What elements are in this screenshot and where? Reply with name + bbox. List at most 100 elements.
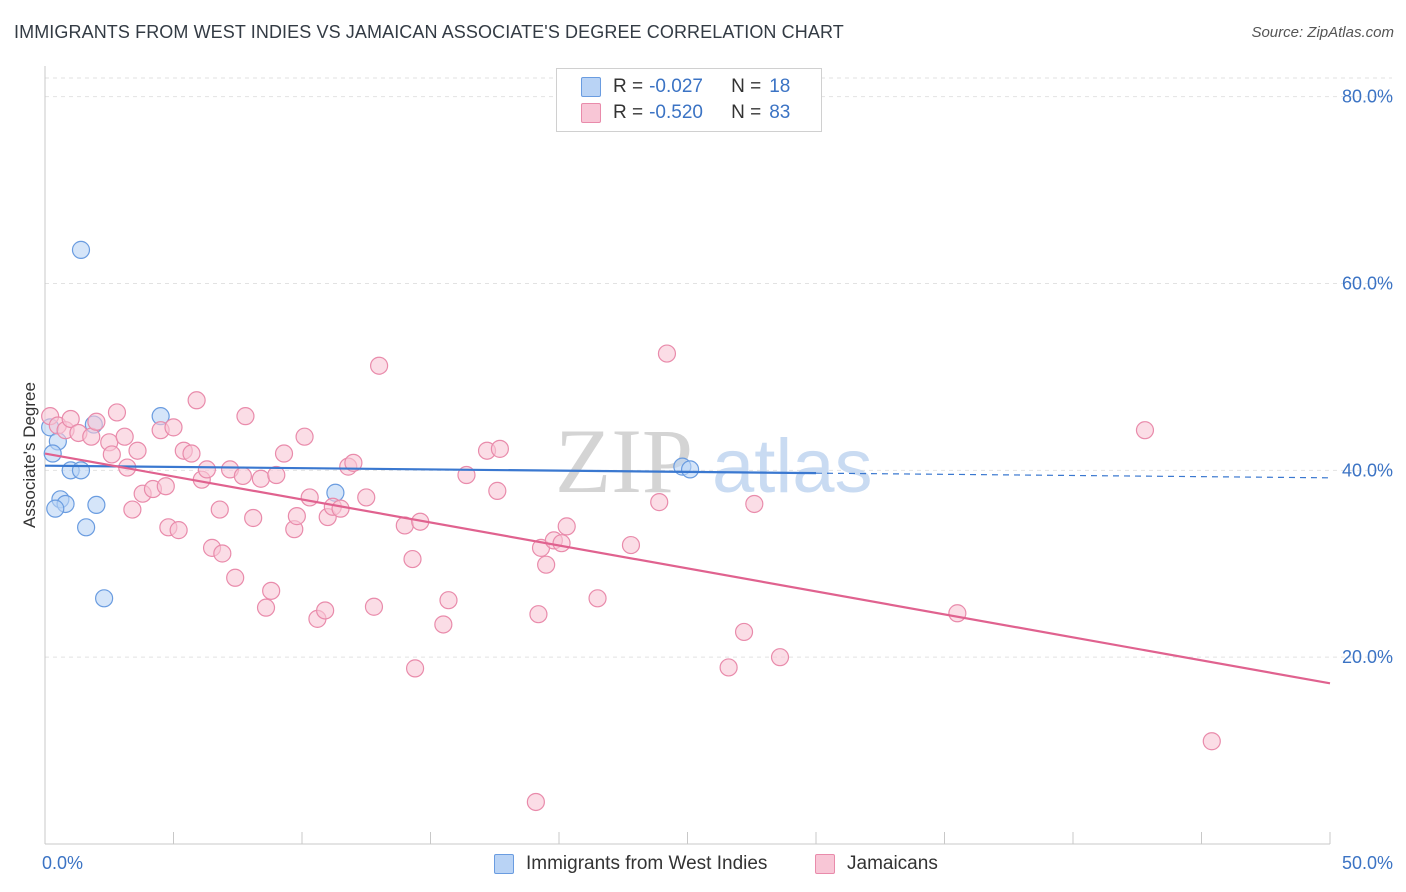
jamaicans-point xyxy=(745,494,764,514)
jamaicans-point xyxy=(364,597,384,616)
jamaicans-point xyxy=(295,427,314,446)
west-indies-point xyxy=(680,460,700,479)
jamaicans-point xyxy=(287,507,306,526)
jamaicans-point xyxy=(107,403,127,422)
y-tick-label: 60.0% xyxy=(1342,274,1393,294)
legend-r-value: -0.027 xyxy=(649,76,703,97)
legend-r-label: R = xyxy=(613,102,644,123)
west-indies-point xyxy=(95,589,114,608)
west-indies-point xyxy=(46,499,65,518)
jamaicans-point xyxy=(588,589,607,608)
legend-n-value: 18 xyxy=(769,76,791,97)
bottom-legend-west-indies: Immigrants from West Indies xyxy=(494,852,767,876)
jamaicans-point xyxy=(650,493,669,512)
points-layer xyxy=(41,240,1221,812)
jamaicans-point xyxy=(657,344,677,363)
jamaicans-point xyxy=(262,581,281,600)
legend-row-jamaicans: R = -0.520 N = 83 xyxy=(581,101,790,125)
jamaicans-point xyxy=(197,460,217,479)
grid-layer xyxy=(45,77,1392,658)
west-indies-trend-line xyxy=(44,464,817,475)
jamaicans-point xyxy=(1202,732,1221,751)
west-indies-trend-extension xyxy=(815,472,1331,479)
jamaicans-point xyxy=(164,418,183,437)
jamaicans-point xyxy=(439,591,458,610)
jamaicans-point xyxy=(770,648,790,667)
legend-swatch-blue xyxy=(581,77,601,97)
jamaicans-point xyxy=(210,500,229,519)
jamaicans-point xyxy=(233,466,252,486)
jamaicans-trend-line xyxy=(44,452,1331,685)
jamaicans-point xyxy=(537,555,556,574)
jamaicans-point xyxy=(403,549,422,569)
legend-n-label: N = xyxy=(731,102,762,123)
jamaicans-point xyxy=(187,391,206,410)
west-indies-point xyxy=(77,518,96,537)
jamaicans-point xyxy=(128,441,147,460)
jamaicans-point xyxy=(621,535,641,555)
legend-swatch-pink xyxy=(581,103,601,123)
jamaicans-point xyxy=(357,488,376,507)
jamaicans-point xyxy=(213,544,232,563)
jamaicans-point xyxy=(87,412,106,431)
jamaicans-point xyxy=(226,568,245,587)
y-tick-label: 80.0% xyxy=(1342,87,1393,107)
bottom-legend-label: Jamaicans xyxy=(847,853,938,874)
jamaicans-point xyxy=(490,439,509,458)
y-tick-label: 20.0% xyxy=(1342,647,1393,667)
jamaicans-point xyxy=(1135,421,1155,440)
jamaicans-point xyxy=(236,407,255,426)
bottom-legend-jamaicans: Jamaicans xyxy=(815,852,938,876)
chart-title: IMMIGRANTS FROM WEST INDIES VS JAMAICAN … xyxy=(14,22,844,42)
trend-layer xyxy=(44,452,1331,685)
jamaicans-point xyxy=(182,444,201,463)
west-indies-point xyxy=(43,444,62,463)
jamaicans-point xyxy=(734,622,754,642)
bottom-legend-swatch-blue xyxy=(494,854,514,874)
legend-n-label: N = xyxy=(731,76,762,97)
west-indies-point xyxy=(71,461,91,480)
jamaicans-point xyxy=(251,469,270,488)
jamaicans-point xyxy=(102,445,121,464)
legend-r-label: R = xyxy=(613,76,644,97)
jamaicans-point xyxy=(948,604,967,623)
source-note: Source: ZipAtlas.com xyxy=(1251,24,1394,41)
jamaicans-point xyxy=(267,465,286,485)
jamaicans-point xyxy=(405,659,425,678)
jamaicans-point xyxy=(557,517,576,536)
stats-legend: R = -0.027 N = 18 R = -0.520 N = 83 xyxy=(556,68,822,132)
jamaicans-point xyxy=(274,444,294,463)
jamaicans-point xyxy=(156,477,175,496)
jamaicans-point xyxy=(256,598,276,617)
bottom-legend-label: Immigrants from West Indies xyxy=(526,853,768,874)
jamaicans-point xyxy=(244,508,263,528)
watermark-atlas: atlas xyxy=(712,424,873,509)
jamaicans-point xyxy=(331,499,350,518)
jamaicans-point xyxy=(529,605,548,624)
x-tick-label: 50.0% xyxy=(1342,853,1393,873)
jamaicans-point xyxy=(169,521,188,540)
jamaicans-point xyxy=(115,427,134,446)
jamaicans-point xyxy=(434,615,453,634)
jamaicans-point xyxy=(488,481,507,500)
west-indies-point xyxy=(71,240,91,259)
jamaicans-point xyxy=(344,453,363,472)
jamaicans-point xyxy=(552,534,571,553)
tick-label-layer: 20.0% 40.0% 60.0% 80.0% 0.0% 50.0% xyxy=(42,87,1393,873)
jamaicans-point xyxy=(300,488,319,507)
jamaicans-point xyxy=(316,601,335,620)
jamaicans-point xyxy=(123,500,142,519)
watermark-zip: ZIP xyxy=(555,410,693,512)
legend-n-value: 83 xyxy=(769,102,791,123)
jamaicans-point xyxy=(61,409,80,429)
legend-row-west-indies: R = -0.027 N = 18 xyxy=(581,75,790,99)
jamaicans-point xyxy=(370,356,389,375)
legend-r-value: -0.520 xyxy=(649,102,703,123)
jamaicans-point xyxy=(526,792,545,812)
west-indies-point xyxy=(87,495,106,515)
x-tick-label: 0.0% xyxy=(42,853,83,873)
bottom-legend-swatch-pink xyxy=(815,854,835,874)
jamaicans-point xyxy=(719,658,738,677)
y-tick-label: 40.0% xyxy=(1342,460,1393,480)
